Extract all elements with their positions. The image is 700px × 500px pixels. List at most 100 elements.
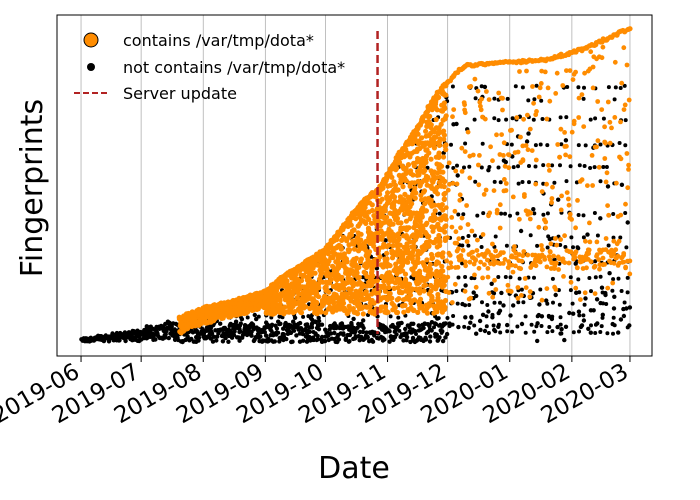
contains-point: [533, 157, 539, 163]
contains-point: [351, 246, 358, 252]
not-contains-point: [315, 333, 320, 339]
contains-point: [501, 140, 507, 146]
contains-point: [451, 107, 457, 112]
contains-point: [561, 274, 566, 279]
contains-point: [340, 300, 347, 306]
contains-point: [590, 64, 596, 70]
contains-point: [290, 310, 296, 316]
contains-point: [426, 303, 432, 309]
not-contains-point: [451, 314, 456, 318]
not-contains-point: [136, 333, 141, 339]
contains-point: [587, 220, 592, 226]
contains-point: [277, 301, 283, 307]
contains-point: [440, 169, 446, 175]
contains-point: [567, 68, 573, 73]
contains-point: [388, 182, 394, 188]
contains-point: [341, 286, 347, 292]
contains-point: [459, 215, 465, 221]
not-contains-point: [489, 281, 494, 286]
contains-point: [435, 191, 441, 197]
contains-point: [459, 257, 465, 262]
contains-point: [527, 216, 533, 222]
contains-point: [436, 273, 442, 279]
not-contains-point: [539, 98, 544, 103]
contains-point: [569, 129, 575, 135]
contains-point: [518, 134, 523, 140]
not-contains-point: [450, 84, 455, 89]
not-contains-point: [581, 213, 586, 218]
contains-point: [441, 274, 447, 280]
not-contains-point: [284, 336, 289, 342]
contains-point: [356, 264, 362, 270]
contains-point: [536, 224, 542, 230]
not-contains-point: [383, 325, 387, 329]
contains-point: [426, 150, 432, 156]
not-contains-point: [297, 320, 303, 326]
contains-point: [421, 188, 428, 194]
not-contains-point: [454, 289, 459, 294]
not-contains-point: [322, 338, 328, 344]
not-contains-point: [114, 330, 120, 336]
contains-point: [426, 233, 432, 240]
not-contains-point: [456, 324, 461, 330]
not-contains-point: [619, 289, 624, 293]
not-contains-point: [469, 314, 474, 320]
contains-point: [416, 299, 422, 305]
contains-point: [441, 282, 447, 288]
not-contains-point: [517, 276, 522, 281]
contains-point: [351, 227, 357, 233]
contains-point: [400, 184, 406, 190]
contains-point: [435, 260, 442, 266]
not-contains-point: [349, 330, 354, 335]
contains-point: [545, 85, 551, 91]
not-contains-point: [319, 322, 325, 327]
contains-point: [582, 290, 588, 296]
contains-point: [443, 113, 449, 119]
contains-point: [626, 167, 631, 172]
contains-point: [518, 266, 524, 272]
contains-point: [442, 224, 448, 230]
contains-point: [494, 210, 500, 216]
contains-point: [403, 166, 409, 172]
contains-point: [487, 210, 493, 216]
contains-point: [602, 124, 607, 130]
contains-point: [544, 181, 549, 187]
contains-point: [476, 265, 482, 271]
not-contains-point: [292, 328, 297, 333]
contains-point: [456, 236, 462, 242]
contains-point: [571, 121, 577, 127]
contains-point: [539, 68, 545, 74]
contains-point: [476, 162, 481, 168]
contains-point: [603, 236, 609, 241]
contains-point: [358, 231, 364, 237]
contains-point: [485, 274, 491, 280]
not-contains-point: [605, 331, 610, 336]
not-contains-point: [541, 212, 546, 217]
contains-point: [389, 275, 395, 281]
contains-point: [443, 147, 449, 153]
contains-point: [358, 237, 364, 243]
contains-point: [543, 225, 548, 231]
contains-point: [452, 281, 458, 287]
contains-point: [388, 295, 394, 301]
contains-point: [558, 237, 563, 242]
not-contains-point: [576, 309, 582, 314]
not-contains-point: [455, 301, 460, 306]
contains-point: [301, 305, 307, 311]
not-contains-point: [444, 331, 450, 337]
contains-point: [491, 254, 497, 260]
not-contains-point: [515, 211, 520, 216]
not-contains-point: [496, 324, 501, 329]
contains-point: [490, 241, 495, 247]
contains-point: [412, 195, 418, 201]
contains-point: [442, 178, 448, 184]
not-contains-point: [516, 181, 521, 186]
contains-point: [544, 264, 550, 270]
not-contains-point: [532, 275, 536, 280]
not-contains-point: [294, 333, 299, 338]
contains-point: [357, 259, 364, 265]
legend-marker-contains: [83, 32, 99, 48]
contains-point: [371, 213, 377, 219]
contains-point: [567, 211, 573, 217]
contains-point: [406, 281, 413, 287]
